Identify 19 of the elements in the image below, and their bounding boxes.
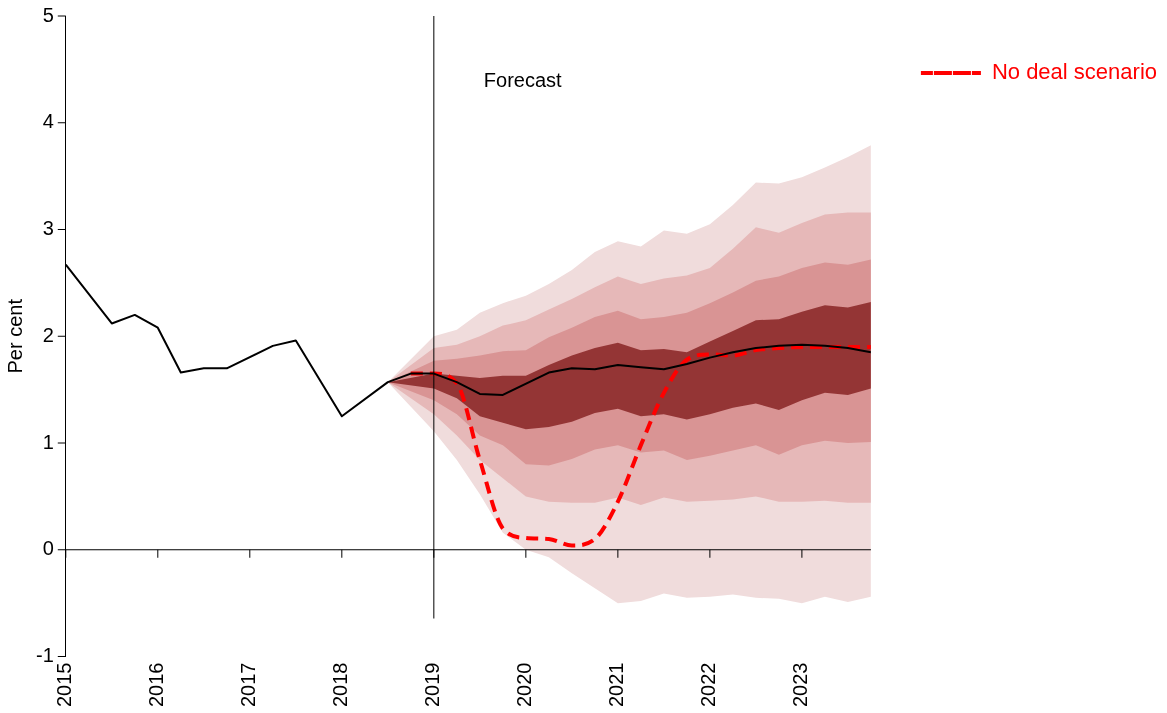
x-tick-label: 2016	[145, 662, 168, 708]
y-tick-label: 3	[42, 217, 54, 240]
x-tick-label: 2023	[789, 662, 812, 708]
x-tick-label: 2020	[513, 662, 536, 708]
x-tick-label: 2018	[329, 662, 352, 708]
y-axis-title: Per cent	[3, 298, 26, 374]
x-tick-label: 2022	[697, 662, 720, 708]
annotation: Forecast	[483, 68, 563, 91]
y-tick-label: 2	[42, 323, 54, 346]
y-tick-label: -1	[35, 644, 54, 667]
x-tick-label: 2017	[237, 662, 260, 708]
x-tick-label: 2015	[53, 662, 76, 708]
x-tick-label: 2021	[605, 662, 628, 708]
legend-label: No deal scenario	[991, 59, 1158, 85]
y-tick-label: 1	[42, 430, 54, 453]
y-tick-label: 5	[42, 3, 54, 26]
x-tick-label: 2019	[421, 662, 444, 708]
y-tick-label: 0	[42, 537, 54, 560]
y-tick-label: 4	[42, 110, 54, 133]
